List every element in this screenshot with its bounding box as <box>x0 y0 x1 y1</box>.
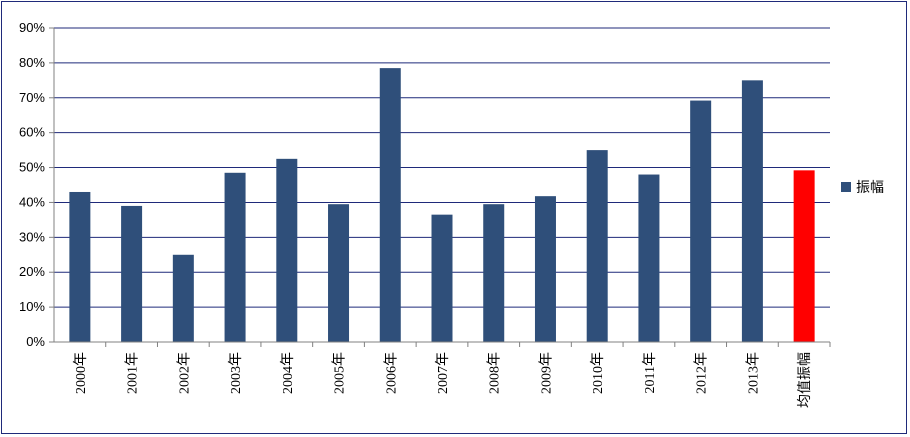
bar <box>483 204 505 342</box>
bar <box>534 196 556 342</box>
x-category-label: 2011年 <box>642 352 658 393</box>
bar <box>172 254 194 342</box>
x-category-label: 2009年 <box>538 352 554 394</box>
legend-swatch <box>841 182 851 192</box>
x-category-label: 2010年 <box>590 352 606 394</box>
x-category-label: 2003年 <box>228 352 244 394</box>
y-tick-label: 0% <box>26 334 45 349</box>
y-tick-label: 70% <box>19 90 45 105</box>
bar <box>741 80 763 342</box>
bar <box>586 150 608 342</box>
bar <box>690 100 712 343</box>
bar <box>69 191 91 342</box>
bar <box>379 68 401 342</box>
x-category-label: 均值振幅 <box>797 352 813 408</box>
bar <box>121 205 143 342</box>
x-category-label: 2004年 <box>280 352 296 394</box>
x-category-label: 2008年 <box>487 352 503 394</box>
x-category-label: 2006年 <box>383 352 399 394</box>
x-category-label: 2000年 <box>73 352 89 394</box>
x-axis-labels: 2000年 2001年 2002年 2003年 2004年 2005年 2006年 2007年… <box>73 342 831 408</box>
y-tick-label: 90% <box>19 20 45 35</box>
legend-label: 振幅 <box>856 179 884 195</box>
bar-highlight <box>793 170 815 342</box>
y-tick-label: 40% <box>19 194 45 209</box>
bar <box>276 158 298 342</box>
y-tick-label: 10% <box>19 299 45 314</box>
y-tick-label: 60% <box>19 125 45 140</box>
x-category-label: 2007年 <box>435 352 451 394</box>
y-tick-label: 20% <box>19 264 45 279</box>
x-category-label: 2002年 <box>176 352 192 394</box>
legend: 振幅 <box>841 179 884 195</box>
x-category-label: 2013年 <box>745 352 761 394</box>
bars <box>69 68 815 343</box>
x-category-label: 2001年 <box>125 352 141 394</box>
y-tick-label: 30% <box>19 229 45 244</box>
x-category-label: 2005年 <box>332 352 348 394</box>
y-axis-ticks: 0% 10% 20% 30% 40% 50% 60% 70% 80% 90% <box>19 20 54 349</box>
bar <box>224 172 246 342</box>
x-category-label: 2012年 <box>694 352 710 394</box>
y-tick-label: 80% <box>19 55 45 70</box>
bar <box>638 174 660 342</box>
bar <box>328 204 350 342</box>
bar <box>431 214 453 342</box>
y-tick-label: 50% <box>19 160 45 175</box>
axes <box>53 28 830 343</box>
